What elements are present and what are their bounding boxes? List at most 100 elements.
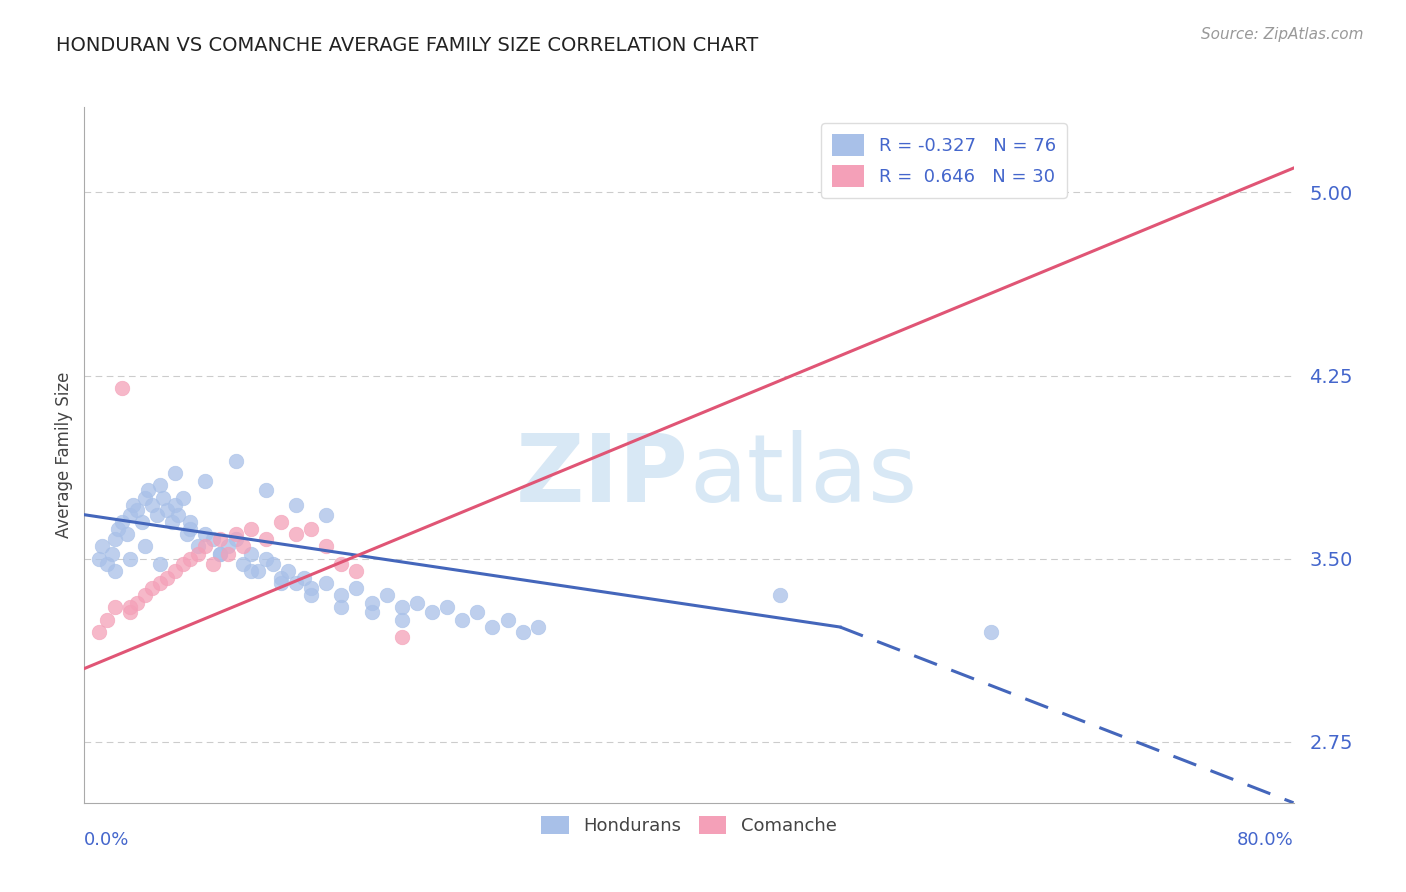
Point bbox=[360, 596, 382, 610]
Point bbox=[209, 532, 232, 546]
Point bbox=[111, 515, 134, 529]
Point bbox=[115, 527, 138, 541]
Point bbox=[131, 515, 153, 529]
Point bbox=[118, 600, 141, 615]
Point bbox=[769, 588, 792, 602]
Point bbox=[262, 557, 284, 571]
Point bbox=[406, 596, 429, 610]
Point bbox=[146, 508, 169, 522]
Point bbox=[104, 564, 127, 578]
Point bbox=[172, 557, 194, 571]
Point bbox=[104, 600, 127, 615]
Point bbox=[391, 600, 413, 615]
Point bbox=[512, 624, 534, 639]
Point bbox=[141, 498, 163, 512]
Point bbox=[330, 557, 353, 571]
Point bbox=[254, 551, 277, 566]
Point bbox=[481, 620, 503, 634]
Point bbox=[299, 588, 322, 602]
Point bbox=[496, 613, 519, 627]
Point bbox=[299, 581, 322, 595]
Point bbox=[167, 508, 190, 522]
Text: ZIP: ZIP bbox=[516, 430, 689, 522]
Point bbox=[121, 498, 143, 512]
Point bbox=[420, 606, 443, 620]
Point bbox=[391, 630, 413, 644]
Text: HONDURAN VS COMANCHE AVERAGE FAMILY SIZE CORRELATION CHART: HONDURAN VS COMANCHE AVERAGE FAMILY SIZE… bbox=[56, 36, 758, 54]
Point bbox=[225, 532, 247, 546]
Point bbox=[346, 564, 368, 578]
Point bbox=[527, 620, 550, 634]
Point bbox=[980, 624, 1002, 639]
Point bbox=[436, 600, 458, 615]
Point bbox=[176, 527, 198, 541]
Point bbox=[160, 515, 183, 529]
Point bbox=[89, 551, 111, 566]
Point bbox=[225, 454, 247, 468]
Point bbox=[187, 547, 209, 561]
Point bbox=[104, 532, 127, 546]
Point bbox=[118, 508, 141, 522]
Point bbox=[156, 571, 179, 585]
Point bbox=[194, 474, 217, 488]
Point bbox=[270, 576, 292, 591]
Point bbox=[330, 600, 353, 615]
Point bbox=[277, 564, 299, 578]
Point bbox=[149, 478, 172, 492]
Point bbox=[107, 522, 129, 536]
Point bbox=[141, 581, 163, 595]
Point bbox=[134, 491, 156, 505]
Point bbox=[232, 540, 254, 554]
Point bbox=[156, 503, 179, 517]
Point bbox=[239, 547, 262, 561]
Text: atlas: atlas bbox=[689, 430, 917, 522]
Point bbox=[467, 606, 489, 620]
Point bbox=[118, 606, 141, 620]
Legend: Hondurans, Comanche: Hondurans, Comanche bbox=[534, 809, 844, 842]
Point bbox=[134, 588, 156, 602]
Point bbox=[179, 551, 201, 566]
Y-axis label: Average Family Size: Average Family Size bbox=[55, 372, 73, 538]
Point bbox=[285, 498, 308, 512]
Point bbox=[375, 588, 398, 602]
Point bbox=[96, 557, 118, 571]
Point bbox=[451, 613, 474, 627]
Text: 0.0%: 0.0% bbox=[84, 830, 129, 848]
Point bbox=[315, 576, 337, 591]
Point bbox=[127, 503, 149, 517]
Point bbox=[201, 557, 224, 571]
Point bbox=[165, 498, 187, 512]
Point bbox=[217, 547, 239, 561]
Point bbox=[239, 522, 262, 536]
Point bbox=[239, 564, 262, 578]
Point bbox=[209, 547, 232, 561]
Point bbox=[285, 576, 308, 591]
Point bbox=[360, 606, 382, 620]
Point bbox=[391, 613, 413, 627]
Point bbox=[292, 571, 315, 585]
Point bbox=[149, 557, 172, 571]
Point bbox=[100, 547, 122, 561]
Point bbox=[187, 540, 209, 554]
Point bbox=[270, 571, 292, 585]
Point bbox=[149, 576, 172, 591]
Point bbox=[127, 596, 149, 610]
Point bbox=[91, 540, 114, 554]
Point bbox=[247, 564, 270, 578]
Text: Source: ZipAtlas.com: Source: ZipAtlas.com bbox=[1201, 27, 1364, 42]
Point bbox=[270, 515, 292, 529]
Point bbox=[89, 624, 111, 639]
Point bbox=[194, 527, 217, 541]
Point bbox=[232, 557, 254, 571]
Point bbox=[179, 515, 201, 529]
Point bbox=[225, 527, 247, 541]
Point bbox=[217, 540, 239, 554]
Point bbox=[209, 547, 232, 561]
Point bbox=[346, 581, 368, 595]
Point bbox=[134, 540, 156, 554]
Point bbox=[285, 527, 308, 541]
Point bbox=[179, 522, 201, 536]
Point bbox=[315, 508, 337, 522]
Point bbox=[96, 613, 118, 627]
Point bbox=[254, 532, 277, 546]
